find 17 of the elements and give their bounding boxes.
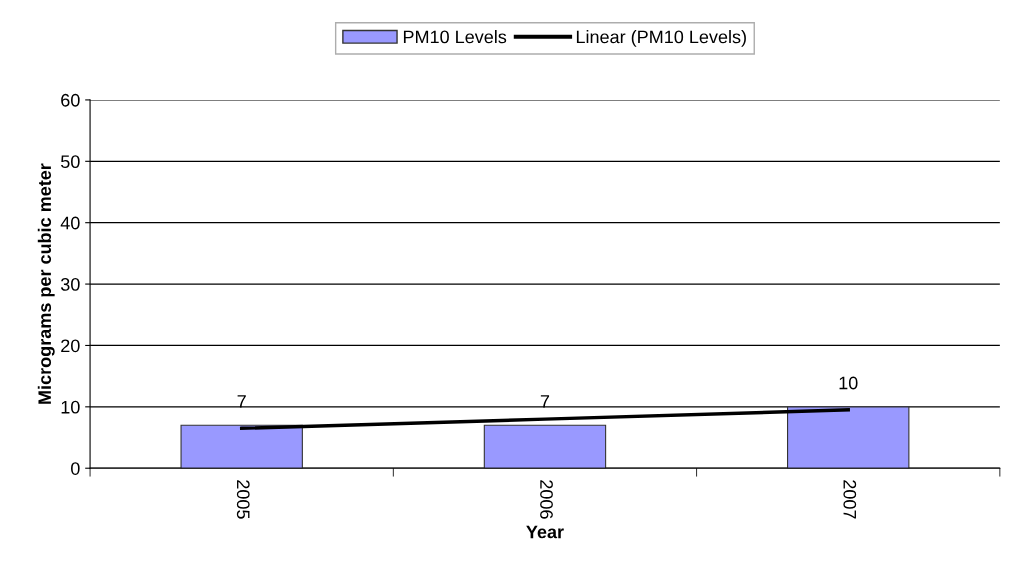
data-label: 10 bbox=[839, 376, 858, 390]
y-axis-title: Micrograms per cubic meter bbox=[37, 163, 55, 404]
y-tick-label: 60 bbox=[61, 93, 80, 107]
legend-label: Linear (PM10 Levels) bbox=[576, 30, 746, 47]
x-tick-label: 2006 bbox=[540, 480, 553, 519]
y-tick-label: 40 bbox=[60, 216, 80, 230]
x-tick-label: 2005 bbox=[236, 480, 250, 519]
data-label: 7 bbox=[540, 395, 550, 408]
y-tick-label: 30 bbox=[60, 278, 80, 291]
y-tick-label: 50 bbox=[60, 155, 80, 169]
legend-label: PM10 Levels bbox=[403, 30, 507, 44]
x-axis-title: Year bbox=[526, 525, 564, 539]
y-tick-label: 0 bbox=[71, 462, 80, 475]
y-tick-label: 20 bbox=[61, 339, 80, 353]
y-tick-label: 10 bbox=[61, 400, 80, 414]
data-label: 7 bbox=[237, 395, 246, 408]
x-tick-label: 2007 bbox=[843, 480, 857, 519]
